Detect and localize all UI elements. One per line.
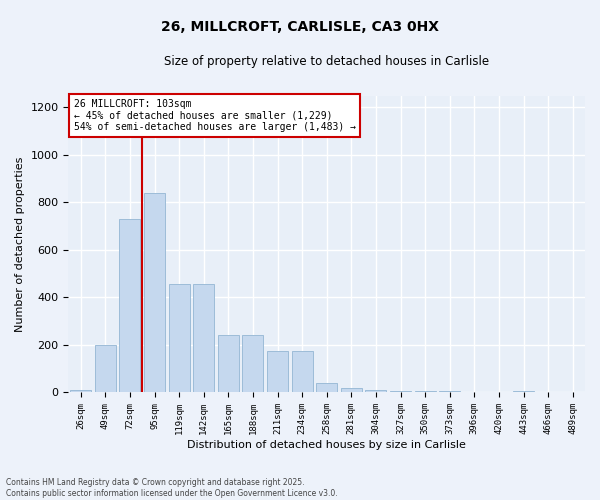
Bar [341,388,362,392]
Bar [218,336,239,392]
Text: 26, MILLCROFT, CARLISLE, CA3 0HX: 26, MILLCROFT, CARLISLE, CA3 0HX [161,20,439,34]
Bar [292,351,313,393]
Bar [316,383,337,392]
Text: 26 MILLCROFT: 103sqm
← 45% of detached houses are smaller (1,229)
54% of semi-de: 26 MILLCROFT: 103sqm ← 45% of detached h… [74,98,356,132]
Bar [119,219,140,392]
Bar [365,390,386,392]
Bar [70,390,91,392]
Bar [242,336,263,392]
Title: Size of property relative to detached houses in Carlisle: Size of property relative to detached ho… [164,55,489,68]
Bar [144,193,165,392]
Bar [95,345,116,393]
Bar [193,284,214,393]
Bar [267,351,288,393]
Y-axis label: Number of detached properties: Number of detached properties [15,156,25,332]
Bar [169,284,190,393]
X-axis label: Distribution of detached houses by size in Carlisle: Distribution of detached houses by size … [187,440,466,450]
Text: Contains HM Land Registry data © Crown copyright and database right 2025.
Contai: Contains HM Land Registry data © Crown c… [6,478,338,498]
